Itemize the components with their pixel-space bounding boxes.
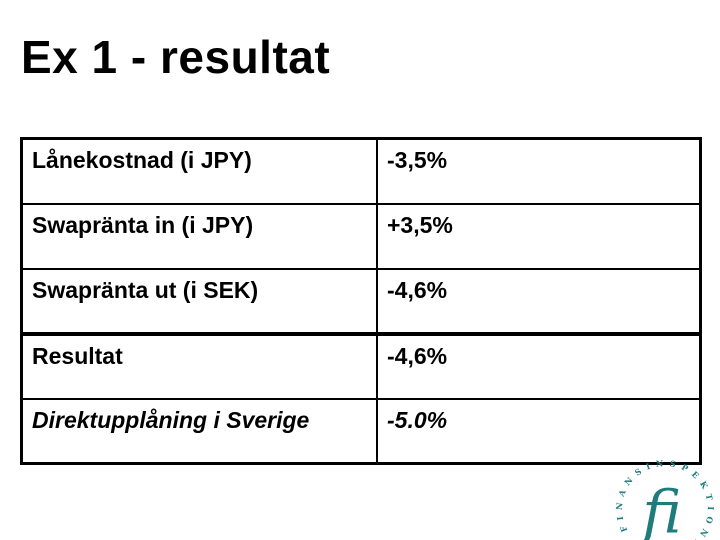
logo-monogram: fi — [638, 477, 681, 540]
table-row: Swapränta in (i JPY) +3,5% — [20, 202, 702, 270]
results-table: Lånekostnad (i JPY) -3,5% Swapränta in (… — [20, 137, 702, 465]
fi-logo-graphic: FINANSINSPEKTIONEN fi — [614, 458, 710, 540]
table-row: Swapränta ut (i SEK) -4,6% — [20, 267, 702, 335]
row-value: -4,6% — [376, 331, 702, 400]
table-row: Resultat -4,6% — [20, 331, 702, 400]
row-label: Direktupplåning i Sverige — [20, 397, 378, 465]
row-label: Lånekostnad (i JPY) — [20, 137, 378, 205]
row-label: Swapränta in (i JPY) — [20, 202, 378, 270]
row-value: -5.0% — [376, 397, 702, 465]
row-value: +3,5% — [376, 202, 702, 270]
slide-title: Ex 1 - resultat — [21, 31, 331, 83]
finansinspektionen-logo: FINANSINSPEKTIONEN fi — [614, 458, 716, 540]
table-row: Lånekostnad (i JPY) -3,5% — [20, 137, 702, 205]
row-label: Swapränta ut (i SEK) — [20, 267, 378, 335]
table-row: Direktupplåning i Sverige -5.0% — [20, 397, 702, 465]
row-value: -4,6% — [376, 267, 702, 335]
row-label: Resultat — [20, 331, 378, 400]
row-value: -3,5% — [376, 137, 702, 205]
